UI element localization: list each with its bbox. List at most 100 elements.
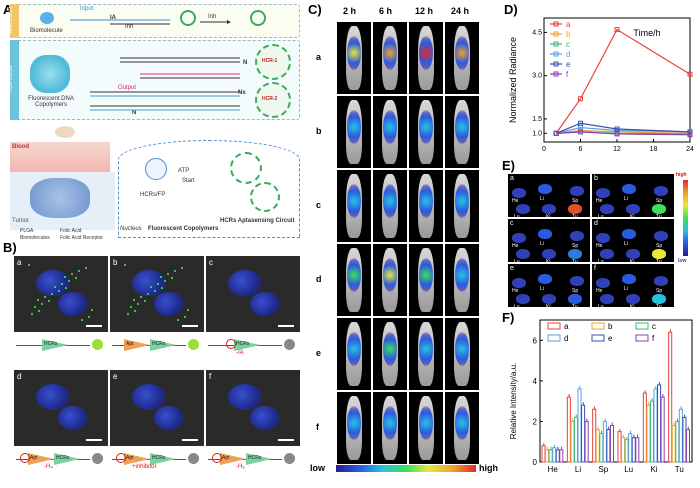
x-tick-label: 6: [579, 146, 583, 153]
organ-li: [538, 229, 552, 239]
panel-f-label: F): [502, 310, 515, 325]
microscopy-panel-a: a: [14, 256, 108, 332]
fluorescence-dot: [68, 280, 70, 282]
imaging-panel-e-2: [409, 318, 443, 390]
fluorescence-dot: [161, 287, 163, 289]
bar-c-he: [548, 449, 553, 463]
organ-panel-label: d: [594, 220, 598, 227]
scale-bar: [182, 325, 198, 327]
organ-ki: [542, 204, 556, 214]
time-label: 24 h: [451, 6, 470, 16]
organ-label: Sp: [572, 288, 579, 294]
bar-f-sp: [609, 424, 614, 463]
fluorescence-dot: [61, 283, 63, 285]
bar-f-li: [584, 420, 589, 463]
organ-label: He: [596, 198, 603, 204]
panel-d-chart: 0 6 12 18 24 1.0 1.5 3.0 4.5 Time/h Normalized Rad…: [508, 17, 694, 153]
colorbar-low-label: low: [310, 463, 325, 473]
and-circuit-tag-text: AND Circuit: [8, 6, 15, 34]
bar-b-he: [545, 449, 550, 463]
y-tick-label: 4: [533, 377, 538, 386]
data-point-f: [578, 129, 583, 135]
data-point-e: [687, 129, 693, 135]
bar-a-ki: [642, 392, 647, 463]
imaging-panel-f-0: [337, 392, 371, 464]
hcrs-gate-icon: [150, 453, 176, 465]
series-line-e: [555, 122, 691, 134]
prohibited-icon: [212, 453, 222, 463]
organ-label: He: [596, 288, 603, 294]
bar-b-tu: [671, 424, 676, 463]
fluorescence-dot: [164, 280, 166, 282]
x-tick-label: 0: [542, 146, 546, 153]
organ-label: Ki: [546, 214, 551, 220]
hcr-node-1-icon: [180, 10, 196, 26]
microscopy-panel-f: f: [206, 370, 300, 446]
signal-region: [419, 36, 433, 70]
signal-region: [347, 258, 361, 292]
legend-label: d: [566, 50, 570, 59]
microscopy-panel-e: e: [110, 370, 204, 446]
legend-swatch: [635, 334, 649, 342]
bulb-on-icon: [188, 339, 199, 350]
organ-lu: [600, 249, 614, 259]
gate-label: HCRs: [44, 341, 58, 347]
row-label: c: [316, 200, 322, 210]
signal-region: [419, 332, 433, 366]
fluorescence-dot: [127, 313, 129, 315]
flow-row-b: Apt HCRs: [110, 336, 204, 360]
bar-e-ki: [657, 384, 662, 463]
cell-nucleus: [132, 384, 166, 410]
fluorescence-dot: [78, 270, 80, 272]
panel-f-chart: 0 2 4 6 Relative Intensity/a.u. He Li Sp Lu Ki Tu a…: [509, 319, 693, 474]
bar-e-lu: [631, 437, 636, 463]
signal-region: [347, 332, 361, 366]
organ-label: Lu: [598, 304, 604, 310]
legend-label: e: [566, 60, 571, 69]
fluorescence-dot: [81, 319, 83, 321]
cell-nucleus: [228, 270, 262, 296]
fluorescence-dot: [51, 293, 53, 295]
bar-e-li: [581, 404, 586, 463]
nx-label: Nx: [238, 90, 246, 96]
bar-e-sp: [606, 429, 611, 463]
organ-label: He: [512, 288, 519, 294]
hcr2-icon: [255, 82, 291, 118]
organ-sp: [654, 231, 668, 241]
y-tick-label: 0: [533, 458, 538, 467]
fluorescence-dot: [181, 267, 183, 269]
cell-nucleus: [58, 406, 88, 430]
x-tick-label: Ki: [650, 465, 657, 474]
hcr-nanoparticle-icon: [145, 158, 167, 180]
x-axis-label: Time/h: [633, 28, 660, 38]
signal-region: [383, 36, 397, 70]
bar-a-tu: [668, 331, 673, 463]
fluorescence-dot: [38, 310, 40, 312]
bar-a-he: [541, 445, 546, 463]
cell-nucleus: [58, 292, 88, 316]
bar-b-sp: [595, 429, 600, 463]
imaging-panel-a-1: [373, 22, 407, 94]
fluorescence-dot: [37, 299, 39, 301]
fluorescence-dot: [134, 310, 136, 312]
apt-gate-icon: [124, 453, 150, 465]
organ-li: [622, 184, 636, 194]
organ-label: Tu: [656, 214, 662, 220]
legend-marker: [553, 51, 559, 57]
organ-label: Ki: [630, 304, 635, 310]
series-line-f: [556, 131, 691, 136]
imaging-panel-a-0: [337, 22, 371, 94]
organ-label: Lu: [514, 304, 520, 310]
flow-row-f: Apt HCRs -H₆: [206, 450, 300, 474]
organ-ki: [626, 204, 640, 214]
imaging-panel-b-0: [337, 96, 371, 168]
fluorescence-dot: [88, 316, 90, 318]
signal-region: [383, 332, 397, 366]
gate-label: Apt: [126, 455, 134, 461]
time-label: 6 h: [379, 6, 393, 16]
organ-he: [512, 278, 526, 288]
fluorescence-dot: [160, 276, 162, 278]
microscopy-panel-label: c: [209, 258, 213, 267]
legend-swatch: [591, 334, 605, 342]
start-label: Start: [182, 178, 195, 184]
